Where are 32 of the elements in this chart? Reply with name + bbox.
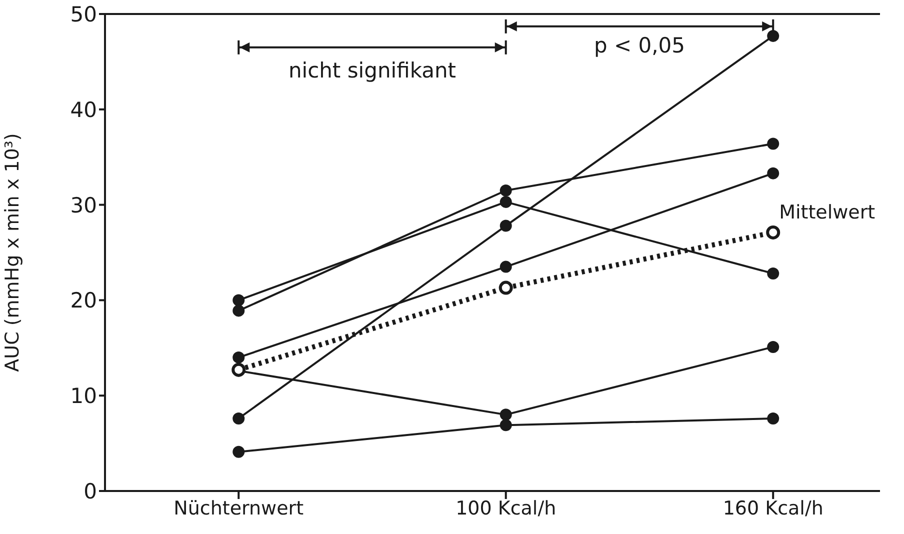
point: [232, 294, 245, 306]
point: [232, 446, 245, 458]
point: [500, 408, 512, 421]
annotation: p < 0,05: [594, 33, 686, 58]
point: [500, 260, 512, 273]
point: [500, 196, 512, 208]
series-label: Mittelwert: [779, 201, 876, 224]
point: [232, 351, 245, 364]
point: [766, 225, 780, 240]
point: [232, 412, 245, 424]
point: [500, 220, 512, 232]
annotation: nicht signifikant: [288, 58, 456, 82]
point: [232, 304, 245, 317]
point: [767, 412, 780, 424]
x-tick-label: 160 Kcal/h: [722, 497, 824, 520]
point: [767, 30, 780, 42]
x-tick-label: 100 Kcal/h: [456, 497, 556, 520]
point: [767, 340, 780, 353]
point: [500, 184, 512, 196]
point: [500, 419, 512, 432]
point: [498, 280, 513, 295]
point: [767, 138, 780, 150]
point: [767, 167, 780, 180]
y-tick-label: 50: [70, 2, 97, 26]
y-tick-label: 0: [84, 479, 97, 504]
point: [767, 267, 780, 280]
y-tick-label: 40: [70, 98, 97, 122]
x-tick-label: Nüchternwert: [174, 497, 304, 520]
y-axis-title: AUC (mmHg x min x 10³): [2, 133, 24, 372]
y-tick-label: 10: [70, 384, 97, 408]
y-tick-label: 30: [70, 193, 97, 218]
y-tick-label: 20: [70, 288, 97, 313]
